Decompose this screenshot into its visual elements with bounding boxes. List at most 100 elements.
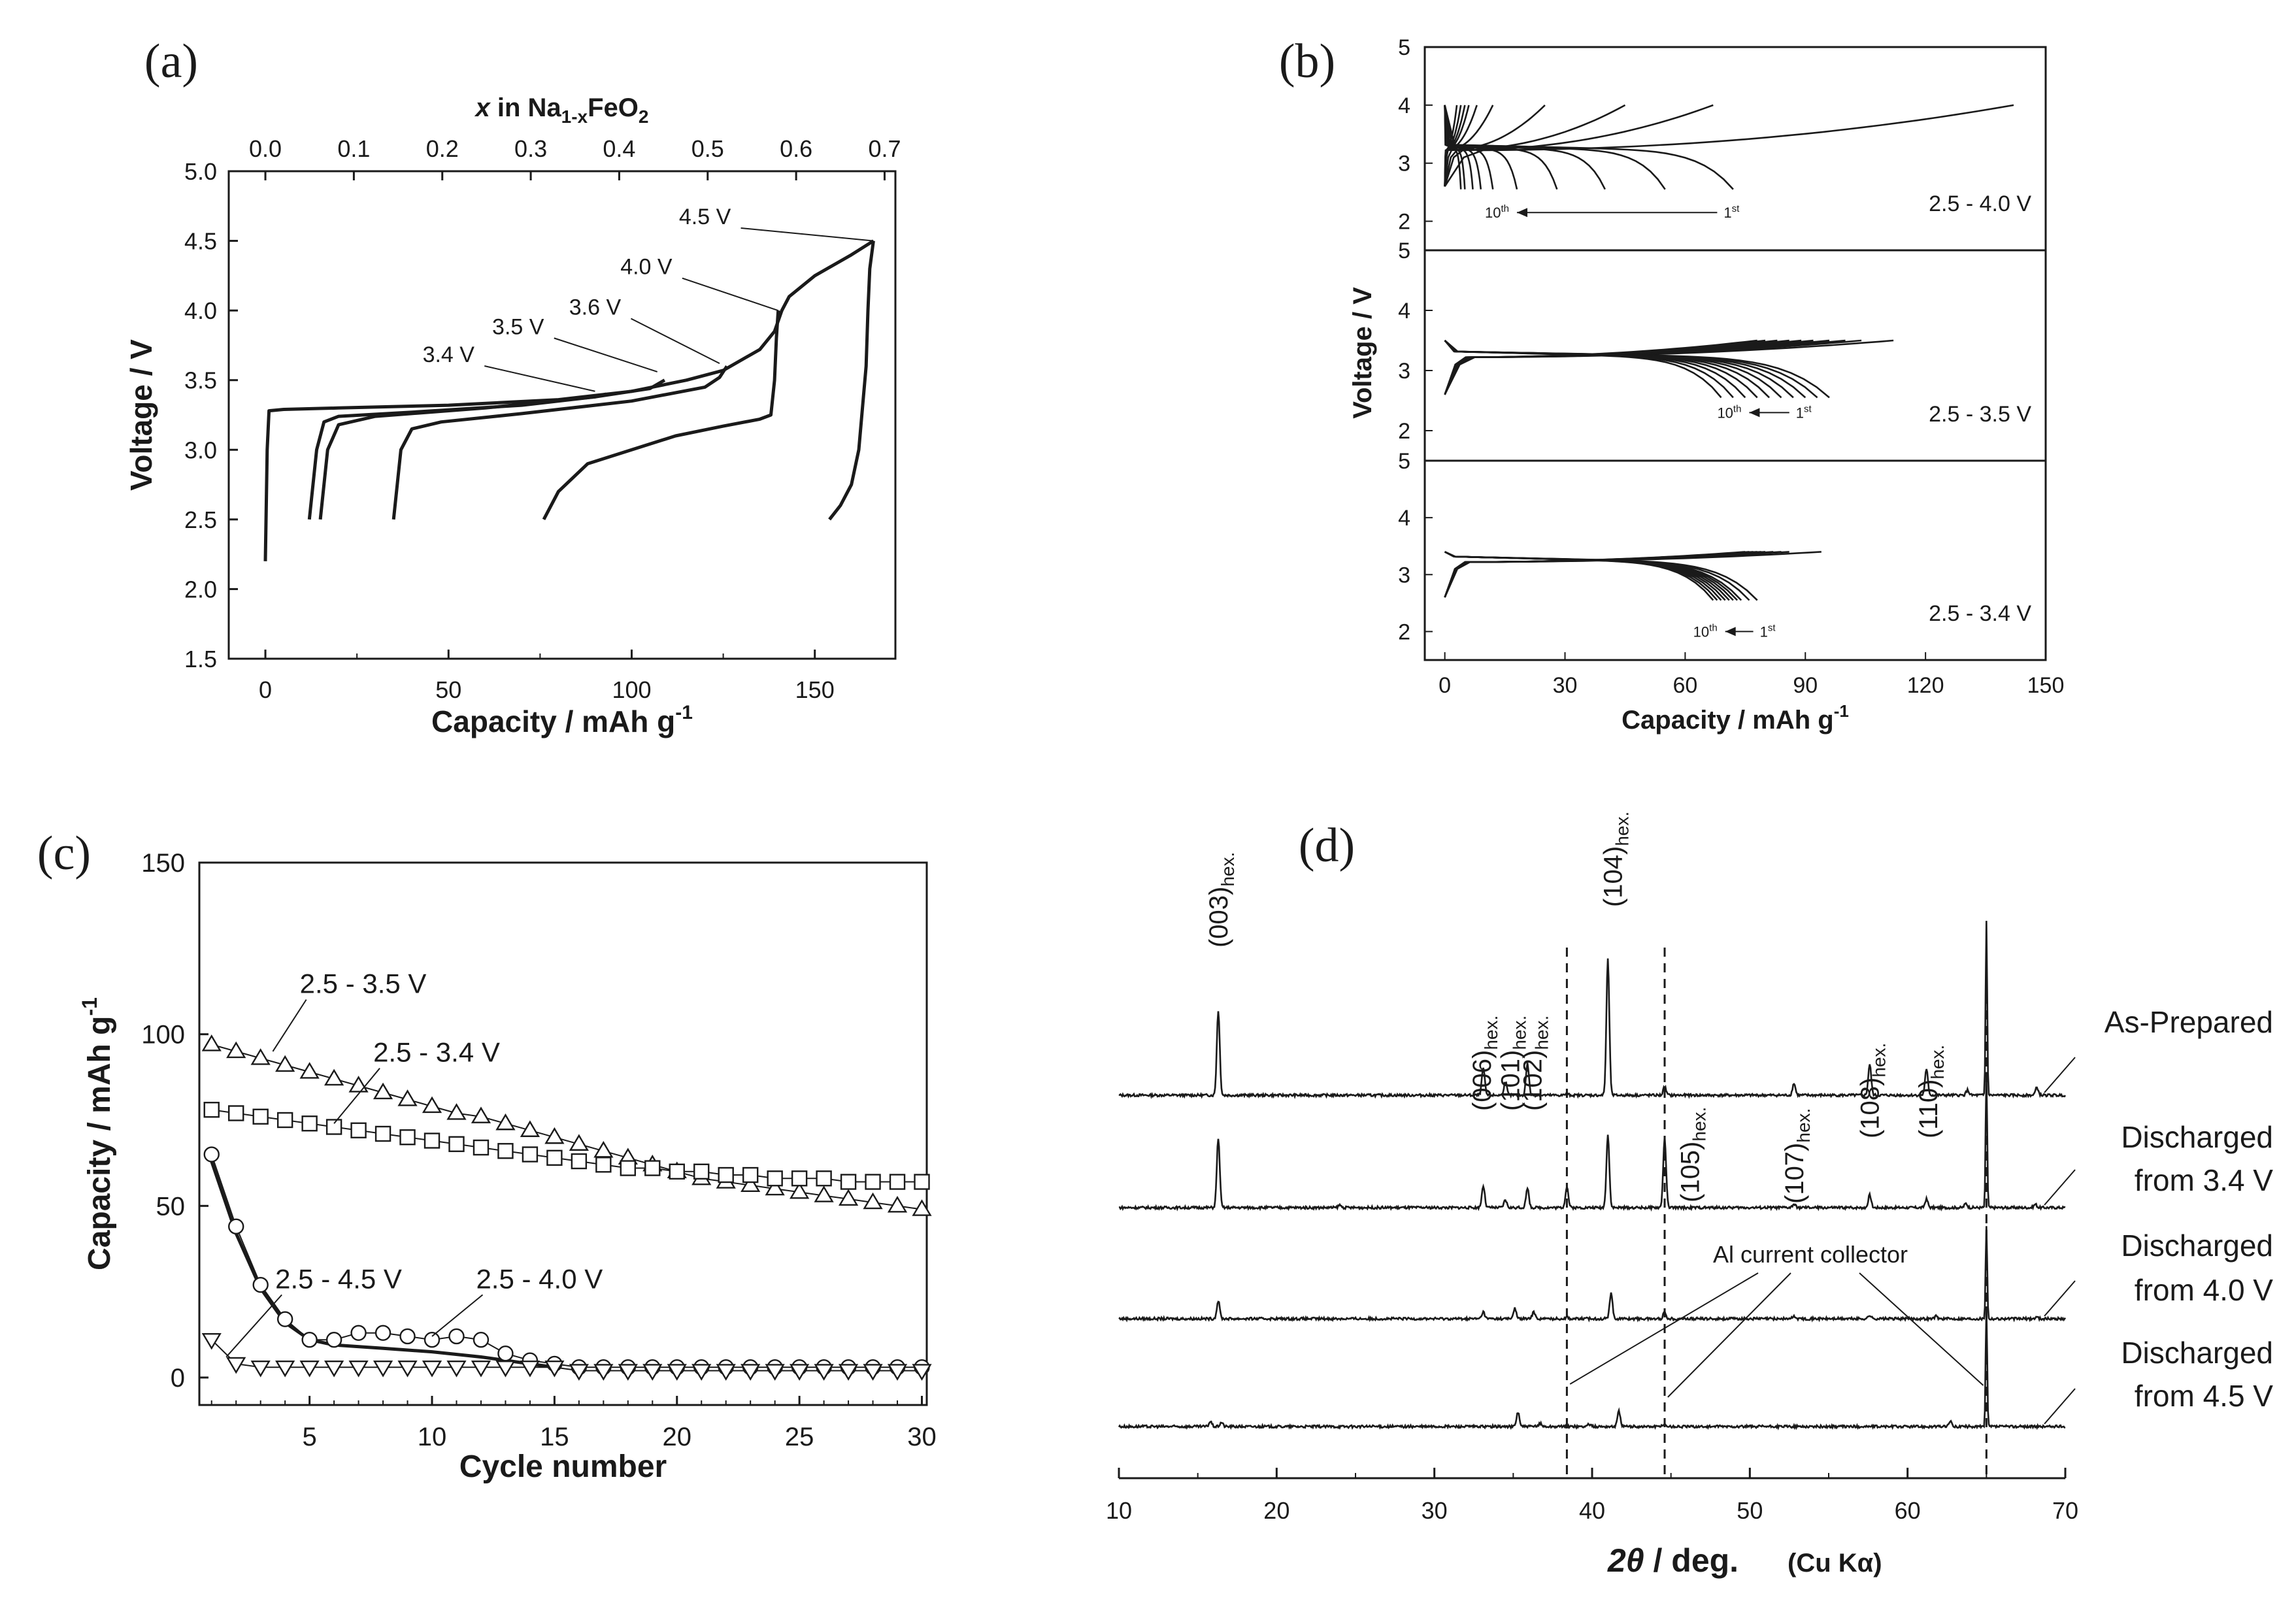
top-axis-tail: FeO bbox=[588, 93, 639, 122]
x-tick-label: 100 bbox=[612, 676, 651, 703]
top-tick-label: 0.7 bbox=[868, 135, 901, 162]
al-leader bbox=[1569, 1272, 1759, 1385]
voltage-range-label: 2.5 - 4.0 V bbox=[1929, 191, 2031, 216]
cutoff-label: 3.4 V bbox=[423, 342, 475, 367]
charge-curve bbox=[1444, 339, 1757, 395]
panel-c-frame bbox=[198, 861, 928, 1406]
peak-hkl-sub: hex. bbox=[1869, 1043, 1889, 1078]
peak-hkl-label: (101)hex. bbox=[1497, 1016, 1530, 1111]
y-tick-label: 4 bbox=[1398, 299, 1410, 323]
marker-square bbox=[374, 1125, 391, 1142]
x-tick-label: 150 bbox=[2027, 673, 2065, 698]
voltage-curve bbox=[828, 240, 875, 521]
y-tick-label: 5 bbox=[1398, 35, 1410, 60]
peak-hkl-sub: hex. bbox=[1927, 1045, 1948, 1080]
marker-triangle-down bbox=[593, 1364, 614, 1381]
y-tick-label: 4 bbox=[1398, 93, 1410, 118]
x-tick-label: 0 bbox=[259, 676, 272, 703]
peak-hkl-sub: hex. bbox=[1481, 1016, 1501, 1050]
peak-hkl-label: (003)hex. bbox=[1205, 852, 1238, 948]
marker-circle bbox=[497, 1346, 514, 1362]
marker-square bbox=[301, 1115, 318, 1132]
marker-square bbox=[203, 1102, 220, 1118]
panel-a-label: (a) bbox=[144, 35, 198, 88]
pattern-label-leader bbox=[2044, 1057, 2076, 1093]
panel-a-frame bbox=[227, 170, 897, 660]
cycle-label-10th: 10th bbox=[1485, 203, 1509, 221]
y-tick-label: 5 bbox=[1398, 239, 1410, 263]
marker-triangle-down bbox=[373, 1361, 393, 1378]
voltage-curve bbox=[391, 365, 729, 520]
y-axis-title: Voltage / V bbox=[124, 339, 158, 491]
x-tick-label: 30 bbox=[907, 1423, 937, 1451]
peak-hkl-sub: hex. bbox=[1612, 812, 1632, 846]
marker-square bbox=[889, 1174, 906, 1190]
marker-square bbox=[865, 1174, 881, 1190]
peak-hkl-index: (101) bbox=[1497, 1050, 1525, 1111]
cutoff-label: 4.0 V bbox=[620, 255, 673, 280]
marker-triangle-down bbox=[250, 1361, 271, 1378]
pattern-label: from 4.5 V bbox=[2135, 1379, 2274, 1413]
marker-triangle-down bbox=[446, 1361, 467, 1378]
marker-square bbox=[399, 1129, 416, 1146]
top-axis-var: x bbox=[474, 93, 491, 122]
marker-square bbox=[816, 1170, 832, 1187]
marker-triangle-up bbox=[422, 1096, 442, 1114]
marker-triangle-up bbox=[887, 1195, 908, 1213]
marker-triangle-down bbox=[299, 1361, 320, 1378]
peak-hkl-sub: hex. bbox=[1218, 852, 1238, 887]
y-tick-label: 5.0 bbox=[184, 158, 217, 185]
charge-curve bbox=[1444, 105, 1458, 187]
y-tick-label: 50 bbox=[156, 1192, 186, 1221]
marker-square bbox=[252, 1108, 269, 1125]
voltage-range-label: 2.5 - 3.5 V bbox=[1929, 402, 2031, 427]
marker-triangle-up bbox=[912, 1199, 932, 1216]
y-tick-label: 100 bbox=[141, 1021, 185, 1049]
cutoff-leader bbox=[484, 365, 595, 392]
y-tick-label: 1.5 bbox=[184, 646, 217, 672]
top-tick-label: 0.6 bbox=[780, 135, 812, 162]
marker-triangle-up bbox=[299, 1062, 320, 1079]
x-axis-title-text: / deg. bbox=[1644, 1542, 1739, 1579]
y-tick-label: 2 bbox=[1398, 210, 1410, 235]
y-tick-label: 3 bbox=[1398, 563, 1410, 587]
discharge-curve bbox=[1444, 340, 1722, 399]
marker-triangle-up bbox=[838, 1189, 859, 1206]
cutoff-leader bbox=[554, 337, 658, 372]
marker-triangle-down bbox=[887, 1364, 908, 1381]
marker-square bbox=[791, 1170, 808, 1187]
xrd-pattern bbox=[1118, 921, 2067, 1100]
marker-triangle-up bbox=[520, 1120, 541, 1137]
cycle-arrow-head bbox=[1725, 627, 1736, 636]
cutoff-label: 3.5 V bbox=[492, 314, 544, 339]
marker-triangle-up bbox=[765, 1178, 785, 1196]
marker-triangle-down bbox=[691, 1364, 712, 1381]
marker-triangle-down bbox=[201, 1332, 222, 1350]
marker-square bbox=[840, 1174, 857, 1190]
series-label: 2.5 - 4.0 V bbox=[476, 1263, 603, 1294]
peak-hkl-label: (107)hex. bbox=[1780, 1108, 1814, 1204]
y-axis-title-text: Capacity / mAh g bbox=[82, 1016, 117, 1270]
panel-d: (d) 10 20 30 40 50 60 70 2θ / deg. (Cu Kα) As-Prep… bbox=[1106, 812, 2273, 1579]
marker-triangle-up bbox=[226, 1041, 246, 1059]
x-tick-label: 60 bbox=[1672, 673, 1697, 698]
marker-triangle-up bbox=[397, 1089, 418, 1106]
x-tick-label: 25 bbox=[785, 1423, 814, 1451]
marker-circle bbox=[228, 1218, 244, 1235]
x-tick-label: 15 bbox=[540, 1423, 569, 1451]
cutoff-leader bbox=[630, 318, 720, 365]
marker-triangle-down bbox=[863, 1364, 883, 1381]
top-axis-sub2: 2 bbox=[639, 107, 649, 127]
marker-triangle-down bbox=[912, 1364, 932, 1381]
y-tick-label: 5 bbox=[1398, 449, 1410, 474]
marker-circle bbox=[350, 1325, 367, 1341]
x-tick-label: 50 bbox=[435, 676, 461, 703]
x-tick-label: 70 bbox=[2052, 1497, 2078, 1524]
y-axis-title: Voltage / V bbox=[1348, 287, 1377, 419]
marker-triangle-down bbox=[324, 1361, 344, 1378]
xrd-pattern bbox=[1118, 1306, 2066, 1430]
peak-hkl-index: (003) bbox=[1205, 887, 1233, 948]
series-label-leader bbox=[225, 1294, 282, 1358]
cycle-label-1st-num: 1 bbox=[1723, 205, 1731, 221]
